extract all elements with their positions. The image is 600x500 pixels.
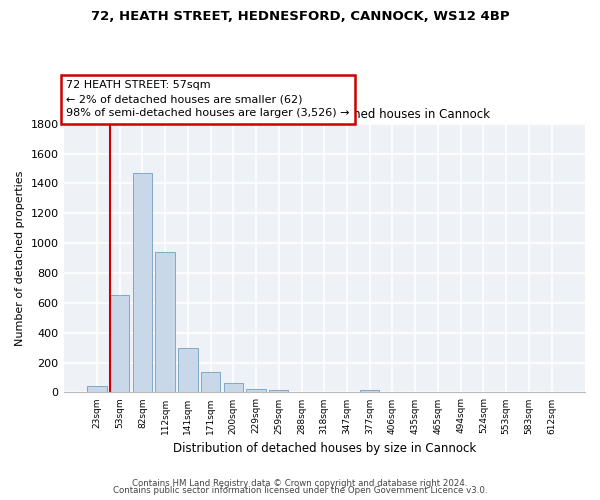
- Bar: [269, 390, 289, 392]
- Bar: [178, 348, 197, 393]
- Bar: [155, 252, 175, 392]
- Bar: [201, 372, 220, 392]
- Title: Size of property relative to detached houses in Cannock: Size of property relative to detached ho…: [158, 108, 490, 121]
- X-axis label: Distribution of detached houses by size in Cannock: Distribution of detached houses by size …: [173, 442, 476, 455]
- Text: 72, HEATH STREET, HEDNESFORD, CANNOCK, WS12 4BP: 72, HEATH STREET, HEDNESFORD, CANNOCK, W…: [91, 10, 509, 23]
- Bar: [110, 294, 130, 392]
- Text: 72 HEATH STREET: 57sqm
← 2% of detached houses are smaller (62)
98% of semi-deta: 72 HEATH STREET: 57sqm ← 2% of detached …: [66, 80, 350, 118]
- Bar: [87, 386, 107, 392]
- Bar: [224, 382, 243, 392]
- Y-axis label: Number of detached properties: Number of detached properties: [15, 170, 25, 346]
- Bar: [133, 173, 152, 392]
- Bar: [247, 389, 266, 392]
- Text: Contains public sector information licensed under the Open Government Licence v3: Contains public sector information licen…: [113, 486, 487, 495]
- Text: Contains HM Land Registry data © Crown copyright and database right 2024.: Contains HM Land Registry data © Crown c…: [132, 478, 468, 488]
- Bar: [360, 390, 379, 392]
